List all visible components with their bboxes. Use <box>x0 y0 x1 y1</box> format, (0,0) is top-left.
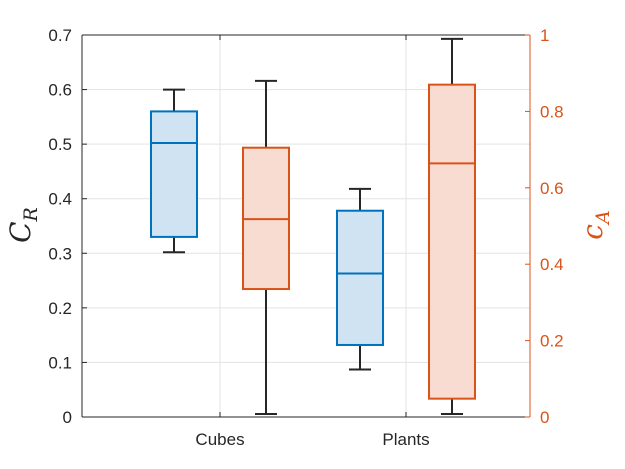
right-tick-label: 0 <box>540 408 549 427</box>
left-tick-label: 0.5 <box>48 135 72 154</box>
axes: 0 0.1 0.2 0.3 0.4 0.5 0.6 0.7 0 0.2 0.4 0.6 0.8 1 Cube… <box>48 26 563 449</box>
left-axis-label-main: C <box>4 221 37 242</box>
left-tick-label: 0.3 <box>48 244 72 263</box>
left-tick-label: 0.6 <box>48 81 72 100</box>
x-tick-label-plants: Plants <box>382 430 429 449</box>
box-plots <box>150 37 476 415</box>
right-axis-label-main: c <box>576 224 609 240</box>
right-tick-label: 1 <box>540 26 549 45</box>
box-c_A-Plants <box>428 83 476 400</box>
right-tick-label: 0.6 <box>540 179 564 198</box>
box-C_R-Cubes <box>150 110 198 238</box>
box-C_R-Plants <box>336 209 384 346</box>
right-tick-label: 0.8 <box>540 102 564 121</box>
right-axis-label-subscript: A <box>592 210 614 226</box>
x-tick-label-cubes: Cubes <box>195 430 244 449</box>
left-tick-label: 0 <box>63 408 72 427</box>
right-tick-label: 0.2 <box>540 332 564 351</box>
left-axis-label: CR <box>4 207 42 243</box>
right-tick-label: 0.4 <box>540 255 564 274</box>
left-tick-label: 0.4 <box>48 190 72 209</box>
left-tick-label: 0.1 <box>48 353 72 372</box>
left-axis-label-subscript: R <box>20 207 42 222</box>
left-tick-label: 0.2 <box>48 299 72 318</box>
right-axis-label: cA <box>576 210 614 239</box>
left-tick-label: 0.7 <box>48 26 72 45</box>
